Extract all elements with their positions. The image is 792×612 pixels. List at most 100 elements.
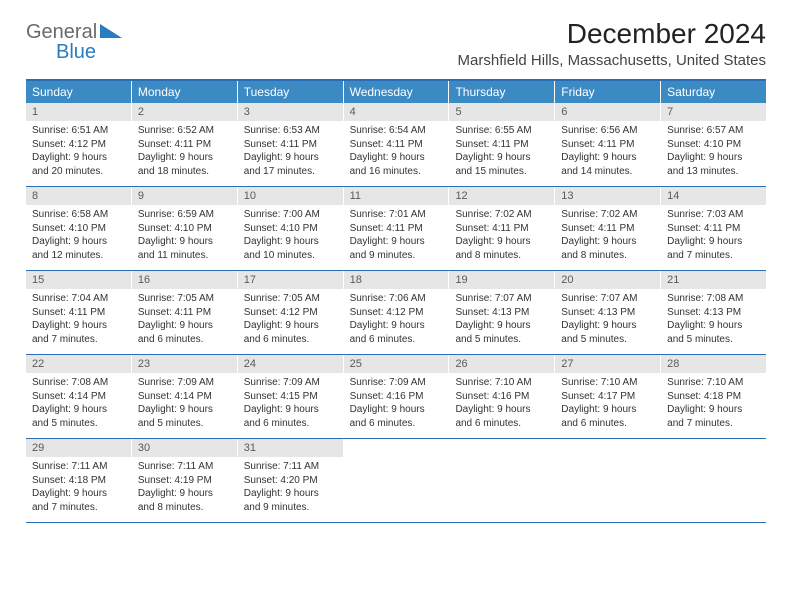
daylight-line: Daylight: 9 hours and 6 minutes. bbox=[455, 403, 548, 430]
sunrise-line: Sunrise: 7:07 AM bbox=[561, 292, 654, 306]
calendar-cell: 3Sunrise: 6:53 AMSunset: 4:11 PMDaylight… bbox=[238, 103, 344, 186]
sunset-line: Sunset: 4:11 PM bbox=[244, 138, 337, 152]
calendar-cell: 26Sunrise: 7:10 AMSunset: 4:16 PMDayligh… bbox=[449, 355, 555, 438]
day-details: Sunrise: 7:05 AMSunset: 4:12 PMDaylight:… bbox=[238, 289, 343, 346]
daylight-line: Daylight: 9 hours and 16 minutes. bbox=[350, 151, 443, 178]
calendar-cell: 18 Sunrise: 7:06 AMSunset: 4:12 PMDayligh… bbox=[344, 271, 450, 354]
day-details: Sunrise: 7:00 AMSunset: 4:10 PMDaylight:… bbox=[238, 205, 343, 262]
day-details: Sunrise: 7:11 AMSunset: 4:19 PMDaylight:… bbox=[132, 457, 237, 514]
day-number: 26 bbox=[449, 355, 554, 373]
sunset-line: Sunset: 4:11 PM bbox=[455, 138, 548, 152]
sunrise-line: Sunrise: 7:09 AM bbox=[350, 376, 443, 390]
day-details: Sunrise: 6:52 AMSunset: 4:11 PMDaylight:… bbox=[132, 121, 237, 178]
sunset-line: Sunset: 4:12 PM bbox=[32, 138, 125, 152]
sunset-line: Sunset: 4:12 PM bbox=[350, 306, 443, 320]
day-number: 19 bbox=[449, 271, 554, 289]
calendar-cell bbox=[449, 439, 555, 522]
sunset-line: Sunset: 4:12 PM bbox=[244, 306, 337, 320]
sunset-line: Sunset: 4:11 PM bbox=[350, 138, 443, 152]
logo-text-general: General bbox=[26, 21, 97, 43]
day-details: Sunrise: 6:54 AMSunset: 4:11 PMDaylight:… bbox=[344, 121, 449, 178]
daylight-line: Daylight: 9 hours and 10 minutes. bbox=[244, 235, 337, 262]
day-details: Sunrise: 7:08 AMSunset: 4:14 PMDaylight:… bbox=[26, 373, 131, 430]
sunrise-line: Sunrise: 7:08 AM bbox=[667, 292, 760, 306]
daylight-line: Daylight: 9 hours and 6 minutes. bbox=[138, 319, 231, 346]
sunset-line: Sunset: 4:18 PM bbox=[32, 474, 125, 488]
calendar-cell: 20Sunrise: 7:07 AMSunset: 4:13 PMDayligh… bbox=[555, 271, 661, 354]
day-details: Sunrise: 6:56 AMSunset: 4:11 PMDaylight:… bbox=[555, 121, 660, 178]
day-number: 5 bbox=[449, 103, 554, 121]
day-number: 9 bbox=[132, 187, 237, 205]
sunset-line: Sunset: 4:11 PM bbox=[667, 222, 760, 236]
day-number: 18 bbox=[344, 271, 449, 289]
calendar-cell: 1Sunrise: 6:51 AMSunset: 4:12 PMDaylight… bbox=[26, 103, 132, 186]
sunrise-line: Sunrise: 7:06 AM bbox=[350, 292, 443, 306]
sunset-line: Sunset: 4:17 PM bbox=[561, 390, 654, 404]
day-number: 22 bbox=[26, 355, 131, 373]
day-details: Sunrise: 7:07 AMSunset: 4:13 PMDaylight:… bbox=[555, 289, 660, 346]
daylight-line: Daylight: 9 hours and 5 minutes. bbox=[667, 319, 760, 346]
daylight-line: Daylight: 9 hours and 8 minutes. bbox=[561, 235, 654, 262]
sunrise-line: Sunrise: 7:10 AM bbox=[455, 376, 548, 390]
sunrise-line: Sunrise: 7:02 AM bbox=[561, 208, 654, 222]
sunset-line: Sunset: 4:10 PM bbox=[32, 222, 125, 236]
sunset-line: Sunset: 4:11 PM bbox=[455, 222, 548, 236]
calendar-grid: Sunday Monday Tuesday Wednesday Thursday… bbox=[26, 79, 766, 523]
sunset-line: Sunset: 4:11 PM bbox=[138, 306, 231, 320]
day-details: Sunrise: 7:10 AMSunset: 4:17 PMDaylight:… bbox=[555, 373, 660, 430]
day-details: Sunrise: 7:01 AMSunset: 4:11 PMDaylight:… bbox=[344, 205, 449, 262]
sunrise-line: Sunrise: 6:54 AM bbox=[350, 124, 443, 138]
calendar-cell: 5Sunrise: 6:55 AMSunset: 4:11 PMDaylight… bbox=[449, 103, 555, 186]
sunrise-line: Sunrise: 6:52 AM bbox=[138, 124, 231, 138]
sunset-line: Sunset: 4:11 PM bbox=[350, 222, 443, 236]
day-details: Sunrise: 7:04 AMSunset: 4:11 PMDaylight:… bbox=[26, 289, 131, 346]
daylight-line: Daylight: 9 hours and 7 minutes. bbox=[667, 235, 760, 262]
sunrise-line: Sunrise: 7:11 AM bbox=[138, 460, 231, 474]
day-number: 23 bbox=[132, 355, 237, 373]
calendar-cell: 17Sunrise: 7:05 AMSunset: 4:12 PMDayligh… bbox=[238, 271, 344, 354]
day-details: Sunrise: 7:02 AMSunset: 4:11 PMDaylight:… bbox=[449, 205, 554, 262]
sunset-line: Sunset: 4:11 PM bbox=[138, 138, 231, 152]
page-title: December 2024 bbox=[458, 18, 766, 50]
day-details: Sunrise: 7:11 AMSunset: 4:18 PMDaylight:… bbox=[26, 457, 131, 514]
calendar-week: 1Sunrise: 6:51 AMSunset: 4:12 PMDaylight… bbox=[26, 103, 766, 187]
sunset-line: Sunset: 4:11 PM bbox=[561, 138, 654, 152]
day-number: 2 bbox=[132, 103, 237, 121]
day-number: 14 bbox=[661, 187, 766, 205]
sunset-line: Sunset: 4:15 PM bbox=[244, 390, 337, 404]
calendar-cell: 24Sunrise: 7:09 AMSunset: 4:15 PMDayligh… bbox=[238, 355, 344, 438]
day-header-thursday: Thursday bbox=[449, 81, 555, 103]
title-block: December 2024 Marshfield Hills, Massachu… bbox=[458, 18, 766, 69]
daylight-line: Daylight: 9 hours and 20 minutes. bbox=[32, 151, 125, 178]
day-header-friday: Friday bbox=[555, 81, 661, 103]
sunrise-line: Sunrise: 6:59 AM bbox=[138, 208, 231, 222]
day-number: 16 bbox=[132, 271, 237, 289]
calendar-cell: 11Sunrise: 7:01 AMSunset: 4:11 PMDayligh… bbox=[344, 187, 450, 270]
sunrise-line: Sunrise: 7:08 AM bbox=[32, 376, 125, 390]
day-number: 29 bbox=[26, 439, 131, 457]
sunrise-line: Sunrise: 7:09 AM bbox=[244, 376, 337, 390]
calendar-week: 8Sunrise: 6:58 AMSunset: 4:10 PMDaylight… bbox=[26, 187, 766, 271]
calendar-cell: 15Sunrise: 7:04 AMSunset: 4:11 PMDayligh… bbox=[26, 271, 132, 354]
day-number: 7 bbox=[661, 103, 766, 121]
calendar-cell: 23Sunrise: 7:09 AMSunset: 4:14 PMDayligh… bbox=[132, 355, 238, 438]
daylight-line: Daylight: 9 hours and 6 minutes. bbox=[244, 403, 337, 430]
sunrise-line: Sunrise: 7:04 AM bbox=[32, 292, 125, 306]
day-number: 27 bbox=[555, 355, 660, 373]
day-number: 8 bbox=[26, 187, 131, 205]
calendar-cell: 28Sunrise: 7:10 AMSunset: 4:18 PMDayligh… bbox=[661, 355, 766, 438]
daylight-line: Daylight: 9 hours and 6 minutes. bbox=[350, 403, 443, 430]
day-number: 3 bbox=[238, 103, 343, 121]
day-details: Sunrise: 7:07 AMSunset: 4:13 PMDaylight:… bbox=[449, 289, 554, 346]
sunset-line: Sunset: 4:14 PM bbox=[32, 390, 125, 404]
sunset-line: Sunset: 4:13 PM bbox=[455, 306, 548, 320]
calendar-week: 15Sunrise: 7:04 AMSunset: 4:11 PMDayligh… bbox=[26, 271, 766, 355]
sunset-line: Sunset: 4:10 PM bbox=[244, 222, 337, 236]
day-number: 21 bbox=[661, 271, 766, 289]
sunset-line: Sunset: 4:20 PM bbox=[244, 474, 337, 488]
day-details: Sunrise: 6:51 AMSunset: 4:12 PMDaylight:… bbox=[26, 121, 131, 178]
sunrise-line: Sunrise: 7:00 AM bbox=[244, 208, 337, 222]
day-details: Sunrise: 7:09 AMSunset: 4:14 PMDaylight:… bbox=[132, 373, 237, 430]
daylight-line: Daylight: 9 hours and 6 minutes. bbox=[350, 319, 443, 346]
brand-logo: General Blue bbox=[26, 18, 146, 62]
